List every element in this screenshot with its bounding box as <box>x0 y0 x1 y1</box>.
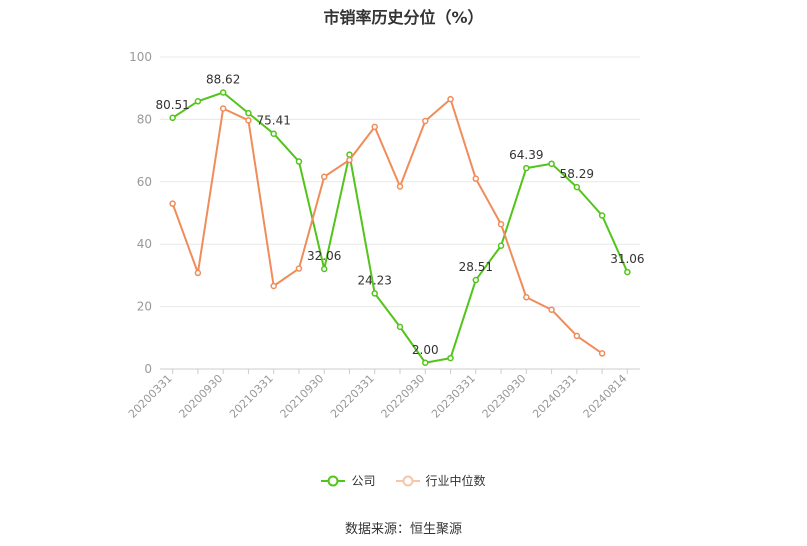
industry-data-point <box>523 293 530 301</box>
data-label: 2.00 <box>412 343 439 357</box>
industry-series-line <box>171 98 603 355</box>
x-tick-label: 20220930 <box>379 372 428 421</box>
legend-company-marker-icon <box>321 475 346 486</box>
data-label: 64.39 <box>509 148 543 162</box>
industry-data-point <box>497 220 505 228</box>
industry-data-point <box>346 156 353 164</box>
legend-industry-marker-icon <box>395 475 420 486</box>
chart-title: 市销率历史分位（%） <box>323 8 484 27</box>
company-data-point <box>523 164 530 172</box>
company-data-point <box>598 212 606 219</box>
x-tick-label: 20200930 <box>176 372 225 421</box>
x-tick-label: 20200331 <box>126 372 175 421</box>
industry-data-point <box>422 117 429 125</box>
industry-data-point <box>447 95 454 103</box>
x-tick-label: 20230331 <box>429 372 478 421</box>
industry-data-point <box>320 173 328 181</box>
grid-layer <box>160 56 640 308</box>
industry-data-point <box>371 123 378 131</box>
x-tick-label: 20240814 <box>581 372 630 421</box>
industry-data-point <box>396 183 404 190</box>
industry-data-point <box>169 200 176 207</box>
company-data-point <box>624 268 631 276</box>
y-tick-label: 0 <box>144 362 152 376</box>
x-tick-label: 20210930 <box>278 372 327 421</box>
x-tick-label: 20220331 <box>328 372 377 421</box>
company-data-point <box>422 359 429 367</box>
legend-item-industry-median[interactable]: 行业中位数 <box>395 472 486 489</box>
industry-data-point <box>295 265 303 272</box>
legend-industry-label: 行业中位数 <box>425 474 486 488</box>
company-data-point <box>270 130 277 137</box>
y-tick-label: 40 <box>137 237 152 251</box>
company-data-point <box>396 323 404 331</box>
company-data-point <box>497 242 505 250</box>
legend: 公司 行业中位数 <box>0 472 807 489</box>
company-data-point <box>472 276 480 284</box>
data-label: 32.06 <box>307 249 341 263</box>
industry-data-point <box>573 332 581 340</box>
x-tick-label: 20210331 <box>227 372 276 421</box>
x-tick-label: 20240331 <box>530 372 579 421</box>
company-data-point <box>371 290 378 297</box>
industry-data-point <box>598 350 606 357</box>
data-label: 31.06 <box>610 252 644 266</box>
industry-data-point <box>245 117 252 124</box>
company-data-point <box>320 265 328 273</box>
data-label: 75.41 <box>257 114 291 128</box>
x-tick-label: 20230930 <box>480 372 529 421</box>
data-label: 58.29 <box>560 167 594 181</box>
company-series-line <box>172 91 629 364</box>
industry-data-point <box>270 282 277 290</box>
company-data-point <box>573 183 581 191</box>
company-data-point <box>548 160 555 167</box>
series-layer <box>169 89 631 367</box>
y-tick-label: 100 <box>129 50 152 64</box>
legend-company-label: 公司 <box>351 474 376 488</box>
data-label: 24.23 <box>358 273 392 287</box>
label-layer: 80.51 88.62 75.41 32.06 24.23 2.00 28.51 64.39 5… <box>155 73 644 357</box>
data-label: 80.51 <box>155 98 189 112</box>
industry-data-point <box>219 105 227 112</box>
industry-data-point <box>472 175 480 182</box>
company-data-point <box>169 114 176 122</box>
industry-data-point <box>548 306 555 313</box>
y-tick-label: 20 <box>137 300 152 314</box>
company-data-point <box>245 109 252 117</box>
industry-data-point <box>194 269 202 277</box>
company-data-point <box>295 158 303 165</box>
legend-item-company[interactable]: 公司 <box>321 472 376 489</box>
company-data-point <box>447 354 454 362</box>
data-label: 28.51 <box>459 260 493 274</box>
y-tick-label: 80 <box>137 112 152 126</box>
company-data-point <box>194 98 202 105</box>
y-tick-label: 60 <box>137 175 152 189</box>
company-data-point <box>219 89 227 96</box>
data-label: 88.62 <box>206 73 240 87</box>
data-source: 数据来源：恒生聚源 <box>344 522 462 537</box>
